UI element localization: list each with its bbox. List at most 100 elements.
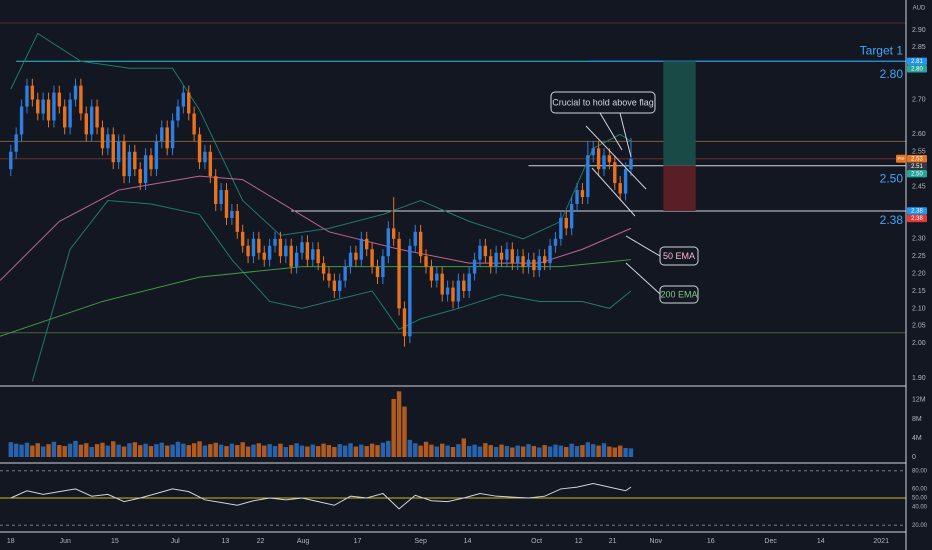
candle-body [251,238,256,257]
x-tick-label: Dec [764,538,777,545]
candle-body [505,249,509,260]
y-tick-label: 2.10 [912,305,926,312]
price-tag [907,57,927,65]
volume-bar [13,443,19,458]
price-tag [907,155,927,163]
rsi-tick-label: 60.00 [912,487,928,493]
price-tag [907,207,927,215]
x-tick-label: 2021 [873,538,889,545]
candle-body [68,99,72,128]
candle-body [257,238,261,253]
y-tick-label: 2.05 [912,323,926,330]
volume-bar [143,443,148,458]
candle-body [116,141,121,163]
candle-body [494,252,498,267]
volume-bar [477,446,483,458]
volume-bar [132,442,138,458]
candle-body [445,287,450,295]
candle-body [456,280,461,302]
candle-body [424,256,428,267]
volume-bar [607,446,612,458]
candle-body [467,273,471,292]
y-tick-label: 2.25 [912,253,926,260]
candle-body [489,256,493,267]
volume-tick-label: 12M [912,397,926,404]
volume-bar [407,439,413,458]
y-tick-label: 2.15 [912,288,926,295]
candle-body [143,155,148,184]
candle-body [284,245,288,257]
pre-tag-label: Pre [897,156,905,161]
pre-tag [896,154,906,163]
volume-bar [251,444,256,458]
volume-bar [531,446,537,458]
candle-body [273,238,277,246]
x-tick-label: Oct [531,538,542,545]
volume-bar [197,441,202,458]
volume-bar [138,445,143,458]
candle-body [311,249,315,260]
volume-bar [294,443,299,458]
level-price-label: 2.38 [880,213,904,227]
candle-body [607,155,612,163]
volume-bar [67,443,73,458]
candle-body [165,127,169,149]
rsi-line [10,482,632,510]
candle-body [348,252,353,267]
candle-body [224,190,229,218]
volume-bar [46,444,51,458]
candle-body [294,252,299,267]
candle-body [235,210,239,232]
candle-body [526,259,531,267]
price-tag [907,170,927,178]
volume-bar [235,445,240,458]
y-tick-label: 2.00 [912,340,926,347]
volume-bar [596,445,601,458]
volume-bar [445,445,450,458]
volume-bar [628,448,634,458]
volume-bar [332,447,337,458]
candle-body [219,190,223,204]
candle-body [365,238,369,250]
bollinger-lower [31,199,632,382]
volume-bar [429,444,434,458]
candle-body [122,141,126,177]
price-tag-label: 2.53 [911,156,923,162]
y-tick-label: 1.90 [912,375,926,382]
candle-body [63,106,67,128]
volume-bar [310,444,315,458]
candle-body [46,99,51,121]
candle-body [181,92,186,107]
volume-bar [186,445,191,458]
candle-body [499,252,504,260]
candle-body [41,99,45,114]
volume-bar [218,444,224,458]
volume-bar [558,445,564,458]
volume-bar [402,406,407,458]
candle-body [203,151,207,163]
candle-body [14,134,18,152]
candle-body [596,148,601,170]
candle-body [618,183,622,194]
candle-body [95,106,99,128]
volume-bar [585,442,591,458]
x-tick-label: 15 [111,538,119,545]
annotation: 50 EMA [663,251,695,261]
candle-body [429,266,434,281]
volume-bar [175,441,181,458]
candle-body [483,245,488,257]
candle-body [591,148,595,156]
x-tick-label: Jun [60,538,71,545]
price-tag-label: 2.81 [911,59,923,65]
annotation: 200 EMA [660,289,697,299]
volume-bar [434,446,440,458]
candle-body [559,217,563,239]
volume-tick-label: 8M [912,416,922,423]
volume-bar [369,443,375,458]
candle-body [440,273,444,295]
candle-body [84,113,88,135]
volume-bar [30,445,35,458]
volume-bar [181,443,186,458]
candle-body [9,151,13,170]
